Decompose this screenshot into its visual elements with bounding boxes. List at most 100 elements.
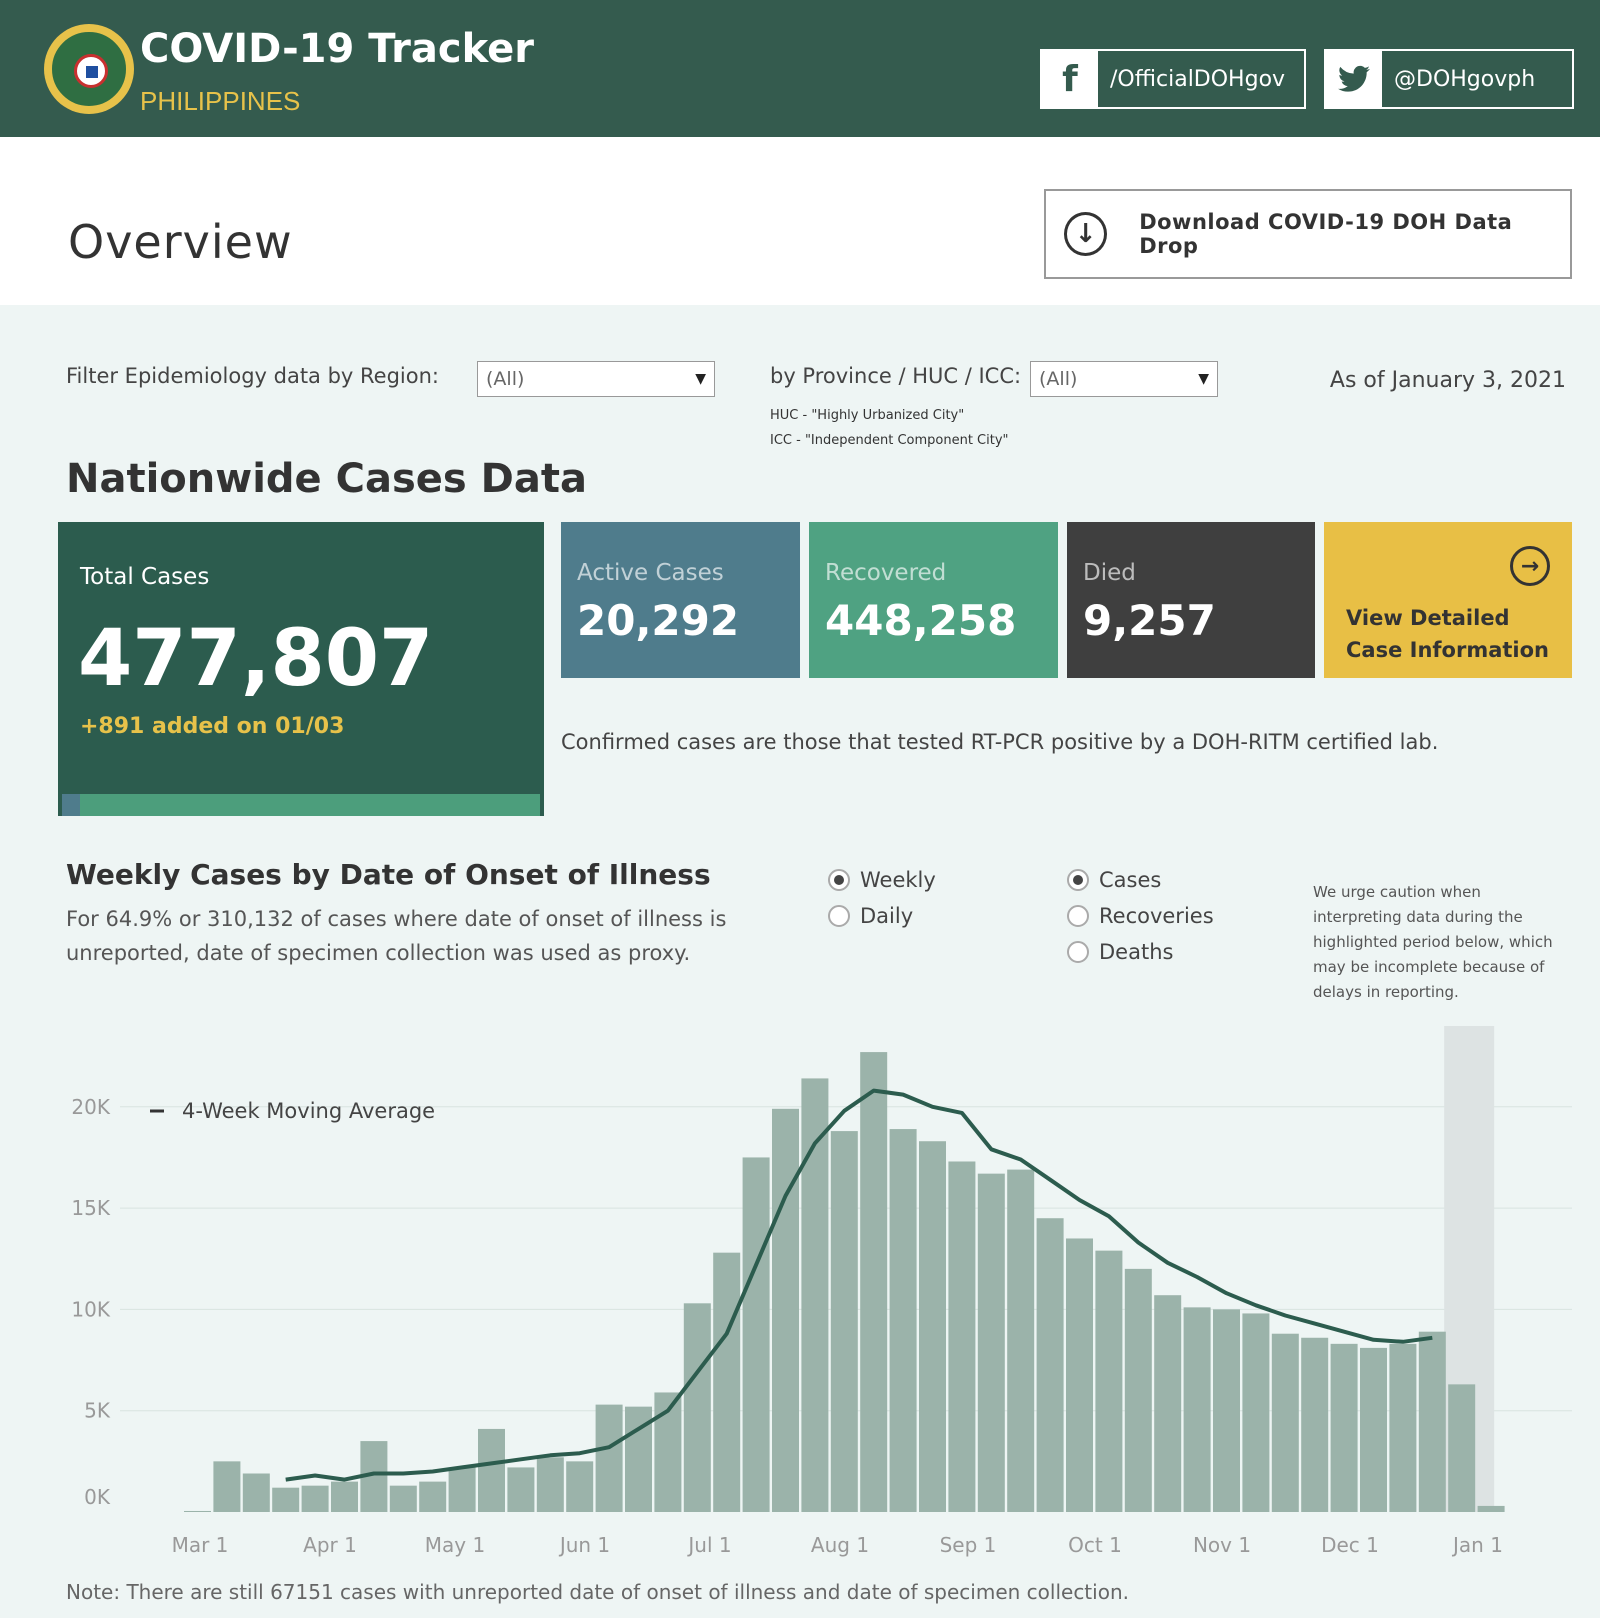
radio-recoveries[interactable]: Recoveries (1067, 904, 1214, 928)
chart-bar (860, 1052, 888, 1512)
overview-band: Overview ↓ Download COVID-19 DOH Data Dr… (0, 137, 1600, 305)
bottom-note: Note: There are still 67151 cases with u… (66, 1580, 1129, 1604)
active-cases-card: Active Cases 20,292 (561, 522, 800, 678)
active-cases-value: 20,292 (577, 596, 740, 645)
x-tick-label: Sep 1 (940, 1533, 997, 1557)
y-tick-label: 20K (71, 1095, 110, 1119)
weekly-cases-chart: 0K 5K 10K 15K 20K Mar 1 Apr 1 May 1 Jun 1 Jul 1 A… (71, 1026, 1572, 1557)
weekly-sub-line1: For 64.9% or 310,132 of cases where date… (66, 907, 727, 931)
x-tick-label: Jan 1 (1451, 1533, 1503, 1557)
chart-bar (1360, 1347, 1387, 1512)
died-card: Died 9,257 (1067, 522, 1315, 678)
chart-bar (213, 1461, 241, 1512)
chart-bar (242, 1473, 270, 1512)
caution-note: We urge caution when interpreting data d… (1313, 883, 1553, 1001)
recovered-card: Recovered 448,258 (809, 522, 1058, 678)
facebook-link[interactable]: f /OfficialDOHgov (1040, 49, 1306, 109)
chart-bar (1154, 1295, 1182, 1512)
radio-cases[interactable]: Cases (1067, 868, 1161, 892)
province-select-value: (All) (1039, 368, 1078, 390)
radio-daily[interactable]: Daily (828, 904, 913, 928)
chart-bar (566, 1461, 594, 1512)
chart-bar (1448, 1384, 1476, 1512)
x-tick-label: Oct 1 (1068, 1533, 1122, 1557)
chart-bar (1124, 1268, 1152, 1512)
download-icon: ↓ (1064, 212, 1108, 256)
chart-bar (331, 1481, 358, 1512)
chart-bar (1036, 1218, 1064, 1512)
doh-logo (44, 24, 134, 114)
chart-bar (1066, 1238, 1093, 1512)
province-filter-label: by Province / HUC / ICC: (770, 364, 1022, 388)
download-data-drop-button[interactable]: ↓ Download COVID-19 DOH Data Drop (1044, 189, 1572, 279)
chart-bar (772, 1108, 799, 1512)
page-title: Overview (68, 215, 293, 269)
chart-bar (1007, 1169, 1035, 1512)
region-filter-label: Filter Epidemiology data by Region: (66, 364, 439, 388)
total-cases-label: Total Cases (80, 564, 210, 590)
radio-cases-label: Cases (1099, 868, 1162, 892)
chart-bar (272, 1487, 300, 1512)
chart-bar (713, 1252, 741, 1512)
y-tick-label: 15K (71, 1196, 110, 1220)
view-detailed-line1: View Detailed (1346, 606, 1510, 630)
app-subtitle: PHILIPPINES (140, 86, 301, 116)
header-bar: COVID-19 Tracker PHILIPPINES f /Official… (0, 0, 1600, 137)
total-cases-card: Total Cases 477,807 +891 added on 01/03 (58, 522, 544, 816)
facebook-icon: f (1042, 51, 1098, 107)
radio-deaths-label: Deaths (1099, 940, 1174, 964)
chart-bar (595, 1404, 623, 1512)
chart-bar (419, 1481, 447, 1512)
app-title: COVID-19 Tracker (140, 26, 534, 72)
chart-bar (1418, 1331, 1446, 1512)
x-tick-label: Aug 1 (811, 1533, 869, 1557)
chart-bar (683, 1303, 711, 1512)
radio-weekly[interactable]: Weekly (828, 868, 936, 892)
twitter-link[interactable]: @DOHgovph (1324, 49, 1574, 109)
chart-bar (948, 1161, 976, 1512)
download-label: Download COVID-19 DOH Data Drop (1139, 210, 1513, 258)
chart-bar (1183, 1307, 1211, 1512)
view-detailed-case-info-button[interactable]: → View Detailed Case Information (1324, 522, 1572, 678)
radio-deaths[interactable]: Deaths (1067, 940, 1173, 964)
chart-bar (1213, 1309, 1240, 1512)
chart-bar (1477, 1505, 1505, 1512)
legend-label: 4-Week Moving Average (182, 1099, 435, 1123)
chart-bar (889, 1129, 917, 1512)
chart-bar (1389, 1343, 1417, 1512)
chart-bar (1242, 1313, 1270, 1512)
weekly-chart-title: Weekly Cases by Date of Onset of Illness (66, 858, 711, 891)
chevron-down-icon: ▼ (1198, 371, 1209, 387)
chart-bar (830, 1131, 858, 1512)
as-of-date: As of January 3, 2021 (1329, 368, 1566, 393)
recovered-value: 448,258 (825, 596, 1017, 645)
province-select[interactable]: (All) ▼ (1030, 361, 1218, 397)
died-value: 9,257 (1083, 596, 1216, 645)
arrow-right-icon: → (1510, 546, 1550, 586)
facebook-label: /OfficialDOHgov (1110, 66, 1286, 92)
added-cases: +891 added on 01/03 (80, 714, 345, 739)
view-detailed-line2: Case Information (1346, 638, 1549, 662)
died-label: Died (1083, 560, 1136, 586)
x-tick-label: Apr 1 (303, 1533, 357, 1557)
x-tick-label: Dec 1 (1321, 1533, 1379, 1557)
chart-bar (1301, 1337, 1329, 1512)
huc-note: HUC - "Highly Urbanized City" (770, 408, 965, 423)
region-select[interactable]: (All) ▼ (477, 361, 715, 397)
x-tick-label: Jul 1 (686, 1533, 731, 1557)
nationwide-title: Nationwide Cases Data (66, 456, 587, 502)
weekly-chart-subtitle: For 64.9% or 310,132 of cases where date… (66, 902, 726, 970)
chart-bar (742, 1157, 770, 1512)
x-tick-label: Nov 1 (1193, 1533, 1251, 1557)
x-tick-label: May 1 (425, 1533, 485, 1557)
chart-bar (1330, 1343, 1358, 1512)
confirmed-note: Confirmed cases are those that tested RT… (561, 730, 1439, 754)
chart-bar (1271, 1333, 1299, 1512)
radio-daily-label: Daily (860, 904, 914, 928)
moving-average-line (285, 1088, 1433, 1482)
chevron-down-icon: ▼ (695, 371, 706, 387)
chart-bar (184, 1510, 211, 1512)
total-cases-value: 477,807 (78, 614, 434, 704)
cases-breakdown-bar (62, 794, 540, 816)
chart-bar (301, 1485, 329, 1512)
